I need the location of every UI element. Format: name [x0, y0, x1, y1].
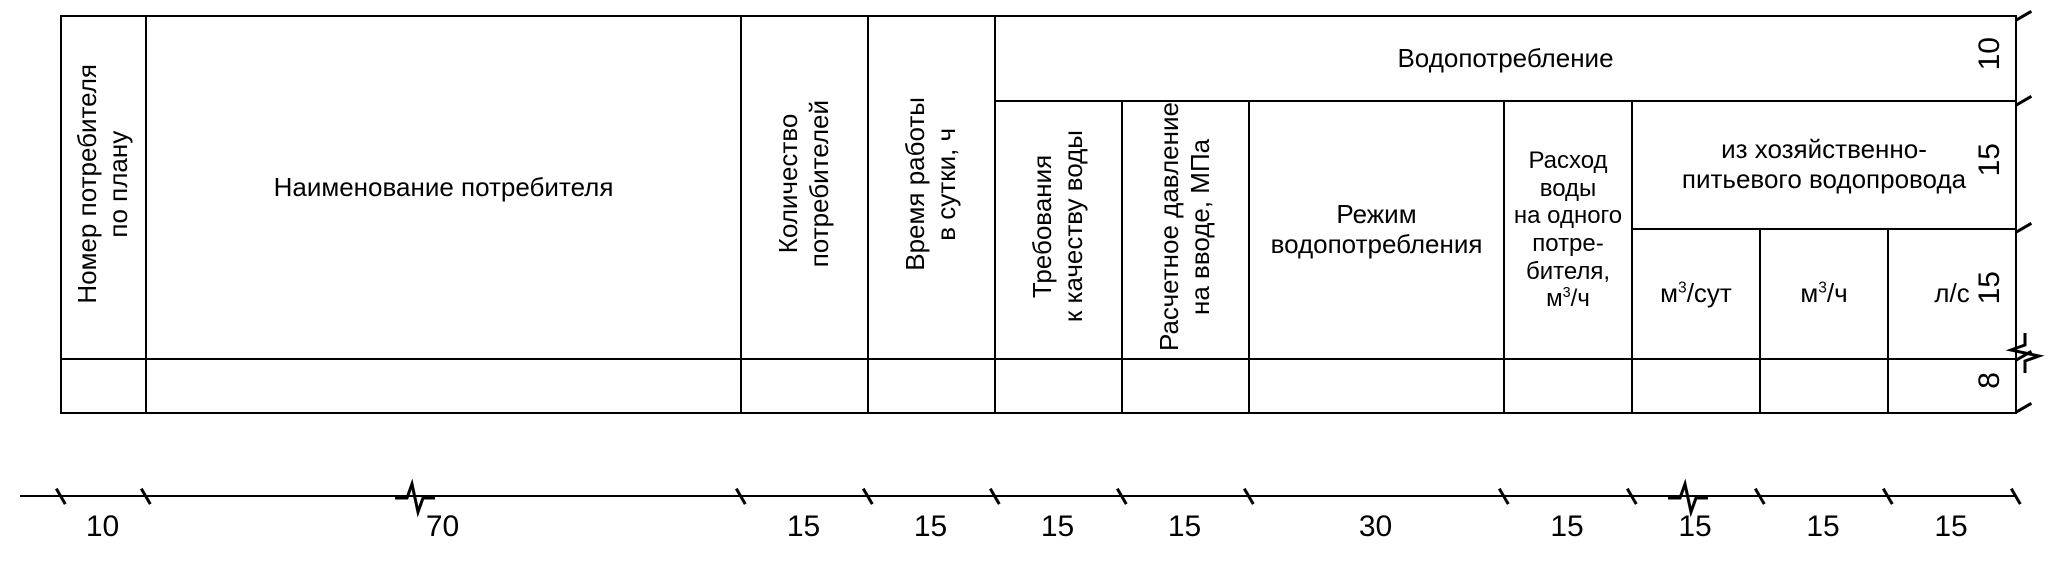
hdr-col9: м3/сут [1632, 229, 1760, 358]
dim-bottom-6: 30 [1248, 496, 1503, 557]
dim-bottom-10: 15 [1887, 496, 2015, 557]
dim-bottom-1: 70 [145, 496, 740, 557]
dim-left-ext [20, 495, 60, 497]
dim-right-0: 10 [1955, 15, 2025, 100]
dim-bottom-3: 15 [867, 496, 994, 557]
hdr-col4: Время работыв сутки, ч [868, 16, 995, 359]
hdr-col6: Расчетное давлениена вводе, МПа [1122, 101, 1249, 359]
dim-bottom-7: 15 [1503, 496, 1631, 557]
spec-table: Номер потребителяпо плану Наименование п… [60, 15, 2017, 414]
right-dimensions: 10 15 15 8 [1955, 15, 2025, 407]
dim-bottom-9: 15 [1759, 496, 1887, 557]
hdr-col7: Режимводопотребления [1249, 101, 1504, 359]
dim-bottom-5: 15 [1121, 496, 1248, 557]
hdr-col1: Номер потребителяпо плану [61, 16, 146, 359]
table-row [61, 359, 2016, 413]
dim-bottom-2: 15 [740, 496, 867, 557]
dim-bottom-0: 10 [60, 496, 145, 557]
dim-right-3: 8 [1955, 355, 2025, 407]
bottom-dimensions: 10 70 15 15 15 15 30 15 15 15 15 [60, 495, 2015, 557]
hdr-col10: м3/ч [1760, 229, 1888, 358]
page: Номер потребителяпо плану Наименование п… [0, 0, 2067, 587]
dim-right-1: 15 [1955, 100, 2025, 227]
hdr-col2: Наименование потребителя [146, 16, 741, 359]
hdr-group-top: Водопотребление [995, 16, 2016, 101]
hdr-col3: Количествопотребителей [741, 16, 868, 359]
hdr-col5: Требованияк качеству воды [995, 101, 1122, 359]
hdr-col8: Расходводына одногопотре-бителя,м3/ч [1504, 101, 1632, 359]
dim-right-2: 15 [1955, 227, 2025, 355]
dim-bottom-4: 15 [994, 496, 1121, 557]
dim-bottom-8: 15 [1631, 496, 1759, 557]
